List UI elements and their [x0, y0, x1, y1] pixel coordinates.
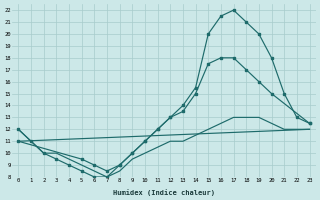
X-axis label: Humidex (Indice chaleur): Humidex (Indice chaleur): [113, 189, 215, 196]
